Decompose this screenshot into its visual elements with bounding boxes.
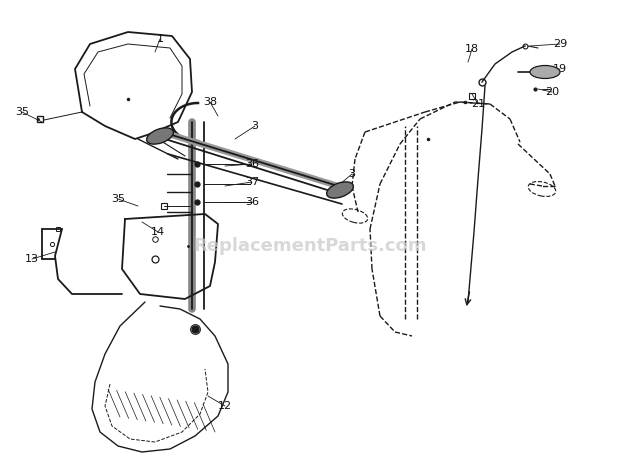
Text: 21: 21 bbox=[471, 99, 485, 109]
Text: 3: 3 bbox=[348, 169, 355, 179]
Text: 1: 1 bbox=[156, 34, 164, 44]
Text: 29: 29 bbox=[553, 39, 567, 49]
Text: 36: 36 bbox=[245, 159, 259, 169]
Ellipse shape bbox=[530, 65, 560, 79]
Text: 37: 37 bbox=[245, 177, 259, 187]
Text: ReplacementParts.com: ReplacementParts.com bbox=[193, 237, 427, 255]
Text: 38: 38 bbox=[203, 97, 217, 107]
Text: 18: 18 bbox=[465, 44, 479, 54]
Text: 14: 14 bbox=[151, 227, 165, 237]
Text: 3: 3 bbox=[252, 121, 259, 131]
Text: 20: 20 bbox=[545, 87, 559, 97]
Text: 35: 35 bbox=[15, 107, 29, 117]
Ellipse shape bbox=[146, 128, 174, 144]
Text: 12: 12 bbox=[218, 401, 232, 411]
Text: 13: 13 bbox=[25, 254, 39, 264]
Text: 35: 35 bbox=[111, 194, 125, 204]
Text: 19: 19 bbox=[553, 64, 567, 74]
Ellipse shape bbox=[327, 182, 353, 198]
Text: 36: 36 bbox=[245, 197, 259, 207]
